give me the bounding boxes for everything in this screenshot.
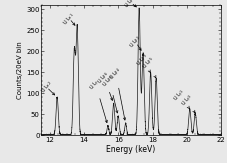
- Text: U L$_{\beta0}$: U L$_{\beta0}$: [101, 73, 117, 113]
- Text: U L$_{\alpha1}$: U L$_{\alpha1}$: [61, 10, 77, 27]
- Text: U L$_{\beta3}$: U L$_{\beta3}$: [134, 52, 151, 72]
- Text: U L$_{\beta6}$: U L$_{\beta6}$: [96, 70, 112, 100]
- Text: U L$_{\gamma}$: U L$_{\gamma}$: [88, 77, 107, 123]
- Text: U L$_{\gamma3}$: U L$_{\gamma3}$: [179, 92, 195, 113]
- X-axis label: Energy (keV): Energy (keV): [106, 145, 155, 155]
- Text: U L$_{\alpha2}$: U L$_{\alpha2}$: [39, 79, 54, 95]
- Text: U L$_{\gamma1}$: U L$_{\gamma1}$: [171, 87, 189, 109]
- Y-axis label: Counts/20eV bin: Counts/20eV bin: [17, 41, 23, 99]
- Text: U L$_{\beta4}$: U L$_{\beta4}$: [107, 65, 125, 120]
- Text: U L$_{\beta2}$: U L$_{\beta2}$: [127, 34, 144, 51]
- Text: U L$_{\beta1}$: U L$_{\beta1}$: [122, 0, 138, 11]
- Text: U L$_{\beta5}$: U L$_{\beta5}$: [140, 55, 157, 78]
